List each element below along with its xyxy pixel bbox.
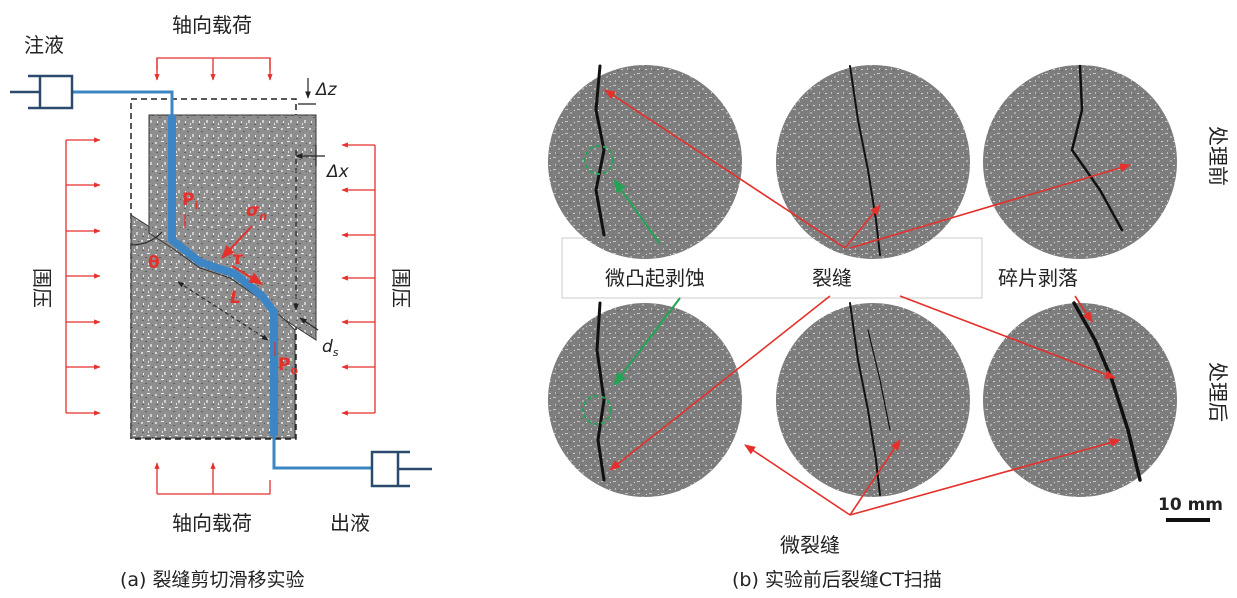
caption-b: (b) 实验前后裂缝CT扫描 bbox=[732, 569, 942, 591]
micro-bump-markers bbox=[582, 145, 681, 425]
scale-bar-label: 10 mm bbox=[1158, 495, 1223, 515]
label-fragment: 碎片剥落 bbox=[998, 266, 1078, 290]
left-confining-arrows bbox=[65, 137, 101, 416]
label-microcrack: 微裂缝 bbox=[780, 533, 840, 557]
cracks bbox=[594, 64, 1142, 496]
outlet-pump-icon bbox=[370, 450, 432, 488]
stress-arrows bbox=[184, 214, 276, 356]
top-axial-load-arrows bbox=[154, 57, 273, 81]
p-i-label: Pi bbox=[182, 190, 198, 212]
ct-after-3 bbox=[983, 303, 1177, 497]
fracture-pointer-arrows bbox=[604, 89, 1132, 516]
theta-arc bbox=[130, 231, 163, 246]
bottom-axial-load-arrows bbox=[154, 462, 271, 495]
scale-bar bbox=[1166, 518, 1210, 522]
outlet-label: 出液 bbox=[330, 511, 370, 535]
panel-b: 微凸起剥蚀 裂缝 碎片剥落 微裂缝 处理前 处理后 10 mm (b) 实验前后… bbox=[548, 64, 1230, 591]
length-arrow bbox=[177, 281, 269, 341]
tau-label: τ bbox=[232, 249, 244, 269]
fluid-path-thick bbox=[168, 115, 278, 436]
sigma-n-label: σn bbox=[246, 201, 267, 223]
axial-load-top-label: 轴向载荷 bbox=[172, 13, 252, 37]
panel-a: 注液 轴向载荷 轴向载荷 出液 围压 围压 Δz Δx θ Pi Po σn τ… bbox=[10, 13, 432, 591]
right-confining-arrows bbox=[341, 142, 376, 416]
ct-after-2 bbox=[776, 303, 970, 497]
displacement-markers bbox=[293, 78, 325, 331]
caption-a: (a) 裂缝剪切滑移实验 bbox=[120, 569, 305, 591]
axial-load-bottom-label: 轴向载荷 bbox=[172, 511, 252, 535]
delta-x-label: Δx bbox=[325, 162, 350, 182]
d-s-label: ds bbox=[322, 337, 339, 359]
inlet-pump-icon bbox=[10, 74, 74, 110]
p-o-label: Po bbox=[278, 355, 298, 377]
label-frame bbox=[561, 237, 983, 299]
delta-z-label: Δz bbox=[314, 80, 338, 100]
confining-left-label: 围压 bbox=[30, 268, 54, 308]
confining-right-label: 围压 bbox=[389, 268, 413, 308]
inject-label: 注液 bbox=[24, 33, 64, 57]
label-before: 处理前 bbox=[1206, 126, 1230, 186]
label-micro-bump: 微凸起剥蚀 bbox=[605, 266, 705, 290]
label-after: 处理后 bbox=[1206, 362, 1230, 422]
ct-after-1 bbox=[548, 303, 742, 497]
ct-before-2 bbox=[776, 65, 970, 259]
label-fracture: 裂缝 bbox=[812, 266, 852, 290]
ct-before-1 bbox=[548, 65, 742, 259]
length-label: L bbox=[230, 288, 241, 308]
theta-label: θ bbox=[148, 253, 160, 273]
